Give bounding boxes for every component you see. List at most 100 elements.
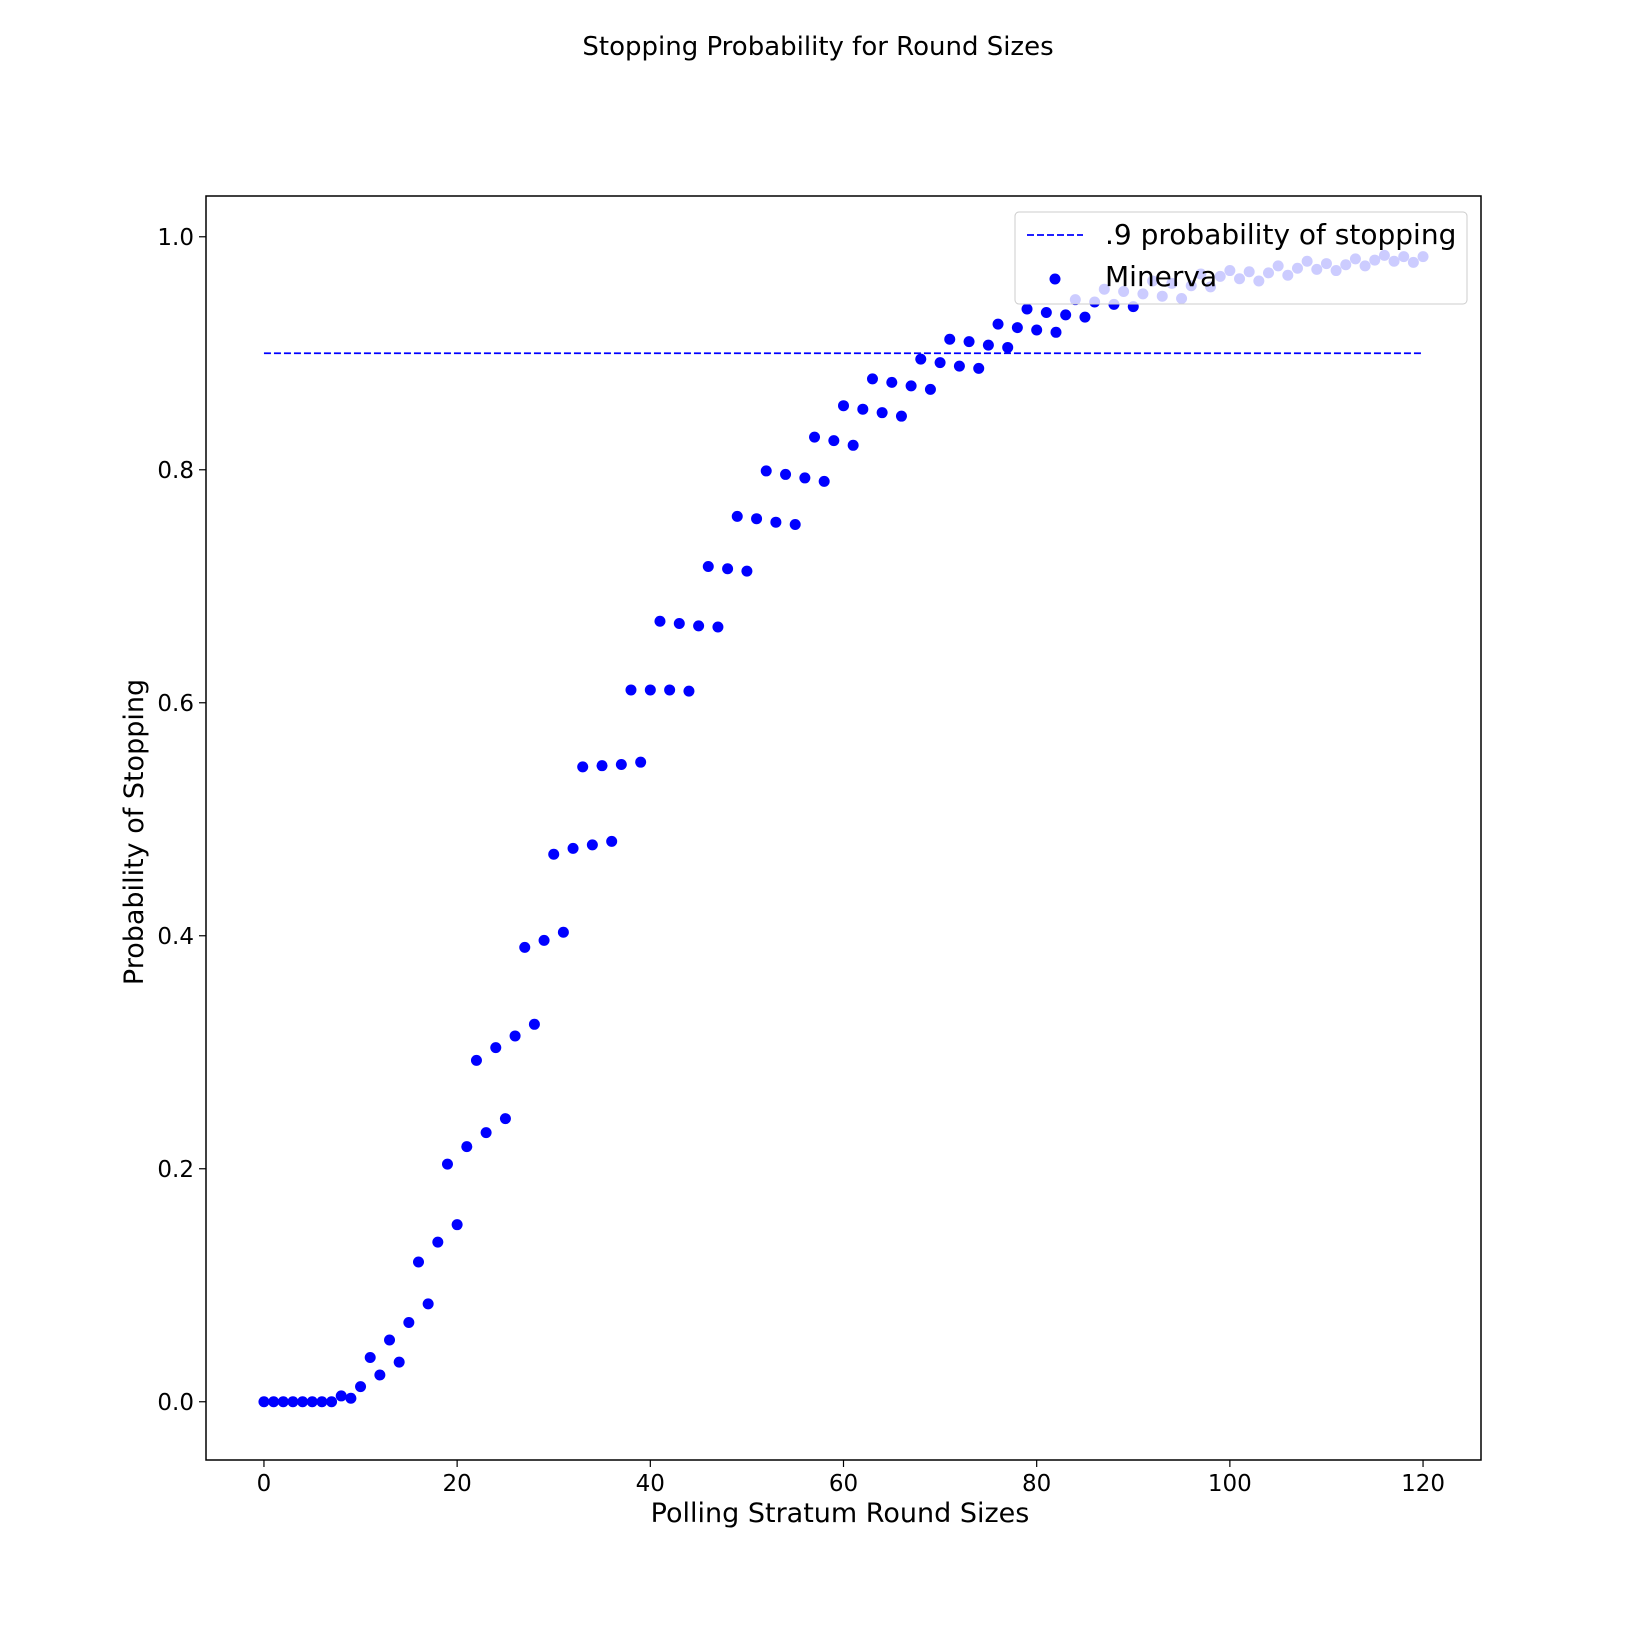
- data-point: [287, 1396, 299, 1408]
- data-point: [538, 934, 550, 946]
- data-point: [857, 403, 869, 415]
- data-point: [625, 684, 637, 696]
- data-point: [1031, 324, 1043, 336]
- y-tick-label: 1.0: [157, 225, 194, 251]
- x-axis-label: Polling Stratum Round Sizes: [651, 1498, 1030, 1529]
- data-point: [355, 1381, 367, 1393]
- data-point: [335, 1390, 347, 1402]
- data-point: [866, 373, 878, 385]
- data-point: [374, 1369, 386, 1381]
- y-axis: 0.0 0.2 0.4 0.6 0.8 1.0: [157, 225, 206, 1416]
- data-point: [809, 431, 821, 443]
- data-point: [741, 565, 753, 577]
- data-point: [828, 435, 840, 447]
- data-point: [1060, 309, 1072, 321]
- data-point: [982, 339, 994, 351]
- data-point: [915, 353, 927, 365]
- data-point: [886, 376, 898, 388]
- data-point: [760, 465, 772, 477]
- data-point: [499, 1113, 511, 1125]
- data-point: [1002, 341, 1014, 353]
- data-point: [345, 1392, 357, 1404]
- data-point: [1040, 306, 1052, 318]
- data-point: [577, 761, 589, 773]
- x-axis: 0 20 40 60 80 100 120: [257, 1460, 1445, 1497]
- data-point: [451, 1219, 463, 1231]
- data-point: [934, 357, 946, 369]
- data-point: [326, 1396, 338, 1408]
- x-tick-label: 120: [1401, 1471, 1445, 1497]
- data-point: [1021, 303, 1033, 315]
- chart-title: Stopping Probability for Round Sizes: [582, 32, 1053, 62]
- data-point: [384, 1334, 396, 1346]
- data-point: [847, 439, 859, 451]
- data-point: [953, 360, 965, 372]
- plot-frame: [205, 195, 1482, 1461]
- data-point: [731, 510, 743, 522]
- data-point: [596, 760, 608, 772]
- data-point: [818, 475, 830, 487]
- data-point: [693, 620, 705, 632]
- data-point: [799, 472, 811, 484]
- x-tick-label: 100: [1208, 1471, 1252, 1497]
- data-point: [992, 318, 1004, 330]
- data-point: [480, 1127, 492, 1139]
- data-point: [567, 842, 579, 854]
- data-point: [712, 621, 724, 633]
- data-point: [1011, 322, 1023, 334]
- y-tick-label: 0.4: [157, 924, 194, 950]
- data-point: [838, 400, 849, 412]
- data-point: [519, 941, 531, 953]
- data-point: [490, 1042, 502, 1054]
- data-point: [702, 560, 714, 572]
- x-tick-label: 60: [829, 1471, 858, 1497]
- data-point: [944, 333, 956, 345]
- data-point: [664, 684, 676, 696]
- y-tick-label: 0.8: [157, 458, 194, 484]
- data-point: [895, 410, 907, 422]
- x-tick-label: 20: [442, 1471, 471, 1497]
- legend-entry-reference-line: .9 probability of stopping: [1105, 218, 1456, 251]
- data-point: [297, 1396, 309, 1408]
- data-point: [268, 1396, 280, 1408]
- data-point: [722, 563, 734, 575]
- data-point: [973, 362, 985, 374]
- data-point: [548, 848, 560, 860]
- y-tick-label: 0.6: [157, 691, 194, 717]
- legend-entry-minerva: Minerva: [1105, 260, 1217, 293]
- data-point: [470, 1054, 482, 1066]
- data-point: [905, 380, 917, 392]
- x-tick-label: 40: [636, 1471, 665, 1497]
- data-point: [683, 685, 695, 697]
- data-point: [615, 759, 627, 771]
- data-point: [403, 1317, 415, 1329]
- data-point: [509, 1030, 521, 1042]
- data-point: [306, 1396, 318, 1408]
- data-point: [644, 684, 656, 696]
- data-point: [528, 1018, 540, 1030]
- data-point: [963, 336, 975, 348]
- data-point: [413, 1256, 424, 1268]
- data-point: [780, 468, 792, 480]
- data-point: [432, 1236, 444, 1248]
- data-point: [316, 1396, 328, 1408]
- x-tick-label: 0: [257, 1471, 272, 1497]
- legend-box: [1014, 211, 1468, 305]
- data-point: [557, 926, 569, 938]
- data-point: [277, 1396, 289, 1408]
- data-point: [461, 1141, 473, 1153]
- data-point: [393, 1356, 405, 1368]
- data-point: [606, 835, 618, 847]
- data-point: [876, 407, 888, 419]
- legend-marker-swatch: [1049, 273, 1061, 285]
- data-point: [751, 513, 763, 525]
- data-point: [586, 839, 598, 851]
- data-point: [364, 1351, 376, 1363]
- y-tick-label: 0.0: [157, 1390, 194, 1416]
- data-point: [673, 618, 685, 630]
- y-axis-label: Probability of Stopping: [119, 679, 150, 985]
- data-point: [789, 519, 801, 531]
- data-point: [258, 1396, 270, 1408]
- data-point: [635, 756, 647, 768]
